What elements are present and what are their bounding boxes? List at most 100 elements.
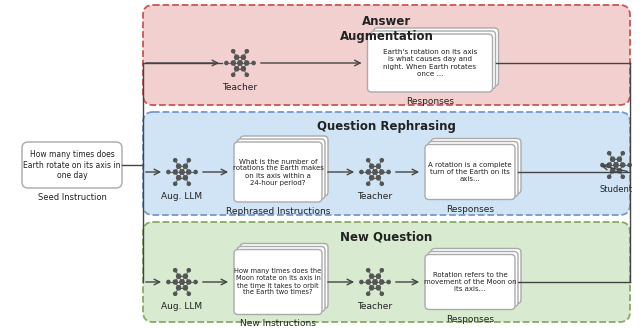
Circle shape	[380, 159, 383, 162]
Circle shape	[360, 280, 363, 284]
Circle shape	[187, 268, 191, 272]
Circle shape	[380, 170, 384, 174]
FancyBboxPatch shape	[143, 112, 630, 215]
FancyBboxPatch shape	[425, 144, 515, 199]
FancyBboxPatch shape	[371, 31, 495, 89]
Text: How many times does
Earth rotate on its axis in
one day: How many times does Earth rotate on its …	[23, 150, 121, 180]
Circle shape	[387, 280, 390, 284]
Circle shape	[366, 280, 371, 284]
Text: Responses: Responses	[446, 315, 494, 323]
Circle shape	[614, 163, 618, 167]
Circle shape	[372, 280, 377, 284]
Text: Aug. LLM: Aug. LLM	[161, 192, 203, 201]
Circle shape	[177, 286, 180, 290]
Circle shape	[607, 175, 611, 178]
Circle shape	[367, 292, 370, 295]
Circle shape	[235, 67, 239, 71]
Text: What is the number of
rotations the Earth makes
on its axis within a
24-hour per: What is the number of rotations the Eart…	[232, 159, 323, 186]
Circle shape	[252, 62, 255, 64]
Circle shape	[601, 164, 604, 166]
Circle shape	[245, 73, 248, 76]
Circle shape	[177, 164, 180, 168]
Text: Question Rephrasing: Question Rephrasing	[317, 120, 456, 133]
Text: Answer
Augmentation: Answer Augmentation	[340, 15, 433, 43]
Text: Seed Instruction: Seed Instruction	[38, 193, 106, 202]
Circle shape	[369, 164, 374, 168]
FancyBboxPatch shape	[428, 141, 518, 196]
Circle shape	[372, 170, 377, 174]
Circle shape	[621, 152, 625, 155]
Circle shape	[367, 182, 370, 185]
Circle shape	[380, 268, 383, 272]
Circle shape	[617, 169, 621, 173]
Text: Teacher: Teacher	[223, 83, 257, 92]
Circle shape	[607, 163, 611, 167]
Circle shape	[180, 170, 184, 174]
Circle shape	[188, 292, 191, 295]
Circle shape	[180, 280, 184, 284]
Circle shape	[183, 274, 188, 278]
Circle shape	[187, 280, 191, 284]
Circle shape	[607, 152, 611, 155]
Circle shape	[360, 170, 363, 174]
Circle shape	[232, 73, 235, 76]
Circle shape	[173, 268, 177, 272]
FancyBboxPatch shape	[425, 255, 515, 310]
Text: Responses: Responses	[406, 97, 454, 106]
Circle shape	[611, 169, 615, 173]
Circle shape	[234, 55, 239, 59]
FancyBboxPatch shape	[237, 139, 325, 199]
Circle shape	[188, 182, 191, 185]
Circle shape	[173, 292, 177, 295]
Circle shape	[376, 176, 380, 180]
FancyBboxPatch shape	[234, 249, 322, 315]
FancyBboxPatch shape	[431, 139, 521, 193]
Circle shape	[194, 170, 197, 174]
Circle shape	[167, 280, 170, 284]
Circle shape	[225, 62, 228, 64]
Text: A rotation is a complete
turn of the Earth on its
axis...: A rotation is a complete turn of the Ear…	[428, 162, 512, 182]
Circle shape	[183, 176, 188, 180]
Circle shape	[245, 50, 248, 53]
Circle shape	[187, 159, 191, 162]
Text: New Instructions: New Instructions	[240, 319, 316, 328]
Circle shape	[376, 286, 380, 290]
Circle shape	[244, 61, 249, 65]
Circle shape	[241, 67, 246, 71]
Text: Rephrased Instructions: Rephrased Instructions	[226, 207, 330, 216]
Circle shape	[173, 280, 177, 284]
Circle shape	[387, 170, 390, 174]
Text: Student: Student	[600, 185, 632, 194]
Circle shape	[369, 274, 374, 278]
Circle shape	[369, 286, 374, 290]
FancyBboxPatch shape	[240, 136, 328, 196]
Text: Earth's rotation on its axis
is what causes day and
night. When Earth rotates
on: Earth's rotation on its axis is what cau…	[383, 49, 477, 77]
Circle shape	[231, 61, 236, 65]
Circle shape	[173, 159, 177, 162]
FancyBboxPatch shape	[428, 251, 518, 307]
Text: Teacher: Teacher	[357, 192, 392, 201]
Circle shape	[621, 163, 625, 167]
Circle shape	[621, 175, 625, 178]
FancyBboxPatch shape	[374, 28, 499, 86]
Circle shape	[617, 157, 621, 161]
Text: Rotation refers to the
movement of the Moon on
its axis...: Rotation refers to the movement of the M…	[424, 272, 516, 292]
Circle shape	[380, 292, 383, 295]
Text: Teacher: Teacher	[357, 302, 392, 311]
Circle shape	[173, 182, 177, 185]
Circle shape	[380, 182, 383, 185]
FancyBboxPatch shape	[22, 142, 122, 188]
Text: How many times does the
Moon rotate on its axis in
the time it takes to orbit
th: How many times does the Moon rotate on i…	[234, 268, 322, 295]
Circle shape	[238, 61, 243, 65]
Circle shape	[177, 274, 180, 278]
Circle shape	[194, 280, 197, 284]
Text: Aug. LLM: Aug. LLM	[161, 302, 203, 311]
Circle shape	[187, 170, 191, 174]
Text: Responses: Responses	[446, 205, 494, 214]
Circle shape	[366, 170, 371, 174]
Circle shape	[183, 286, 188, 290]
Circle shape	[367, 268, 370, 272]
Circle shape	[611, 157, 615, 161]
FancyBboxPatch shape	[143, 222, 630, 322]
Circle shape	[241, 55, 246, 59]
